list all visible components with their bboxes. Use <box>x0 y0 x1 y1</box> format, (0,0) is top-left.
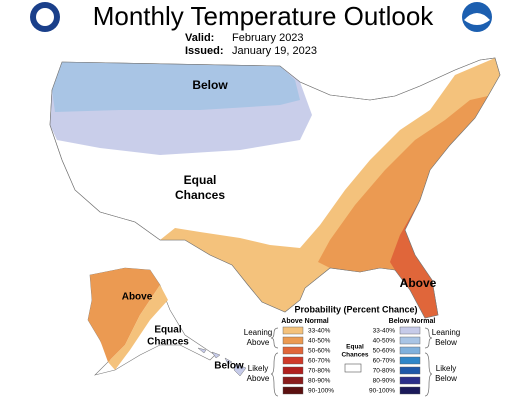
legend-bin-label: 60-70% <box>373 358 396 365</box>
group-label: Leaning <box>244 328 272 337</box>
group-label: Below <box>435 374 457 383</box>
legend-swatch <box>399 356 421 365</box>
legend-bin-label: 50-60% <box>308 348 331 355</box>
valid-label: Valid: <box>185 32 214 44</box>
legend-swatch <box>282 326 304 335</box>
group-label: Likely <box>248 364 268 373</box>
label-equal: Chances <box>147 337 189 348</box>
legend-bin-label: 90-100% <box>369 388 395 395</box>
legend-bin-label: 50-60% <box>373 348 396 355</box>
legend-bin-label: 40-50% <box>308 338 331 345</box>
label-below: Below <box>214 361 244 372</box>
legend-header: Below Normal <box>389 318 436 325</box>
legend-swatch <box>399 386 421 395</box>
equal-label: Equal <box>346 344 364 351</box>
legend-swatch <box>399 346 421 355</box>
above-33 <box>160 58 500 318</box>
brace <box>270 327 279 397</box>
legend-title: Probability (Percent Chance) <box>294 304 417 314</box>
alaska-above <box>88 268 160 362</box>
noaa-logo-inner <box>464 13 490 25</box>
above-50 <box>390 200 438 318</box>
legend-swatch <box>282 336 304 345</box>
legend-swatch <box>399 326 421 335</box>
group-label: Likely <box>436 364 456 373</box>
valid: February 2023 <box>232 32 304 44</box>
legend-bin-label: 40-50% <box>373 338 396 345</box>
legend-bin-label: 80-90% <box>373 378 396 385</box>
above-40 <box>318 96 488 318</box>
equal-swatch <box>344 363 362 373</box>
legend-bin-label: 70-80% <box>373 368 396 375</box>
legend-swatch <box>399 336 421 345</box>
title: Monthly Temperature Outlook <box>93 1 435 31</box>
label-equal: Chances <box>175 188 225 202</box>
legend-bin-label: 33-40% <box>308 328 331 335</box>
group-label: Above <box>247 338 270 347</box>
legend-swatch <box>282 386 304 395</box>
alaska-above-33 <box>108 285 168 370</box>
group-label: Leaning <box>432 328 460 337</box>
group-label: Above <box>247 374 270 383</box>
doc-logo-inner <box>36 8 54 26</box>
legend-bin-label: 70-80% <box>308 368 331 375</box>
brace <box>424 327 433 397</box>
equal-label: Chances <box>341 352 368 359</box>
legend-swatch <box>399 376 421 385</box>
legend-swatch <box>282 376 304 385</box>
issued: January 19, 2023 <box>232 45 317 57</box>
legend-bin-label: 80-90% <box>308 378 331 385</box>
legend-swatch <box>282 346 304 355</box>
legend-header: Above Normal <box>281 318 329 325</box>
conus-outline <box>49 57 501 319</box>
label-below: Below <box>192 78 228 92</box>
label-equal: Equal <box>154 325 181 336</box>
label-equal: Equal <box>184 173 217 187</box>
label-above: Above <box>400 276 437 290</box>
issued-label: Issued: <box>185 45 224 57</box>
legend-swatch <box>399 366 421 375</box>
legend-bin-label: 33-40% <box>373 328 396 335</box>
legend-bin-label: 60-70% <box>308 358 331 365</box>
legend-swatch <box>282 366 304 375</box>
group-label: Below <box>435 338 457 347</box>
legend-swatch <box>282 356 304 365</box>
hawaii <box>197 347 247 377</box>
below-40 <box>52 62 300 112</box>
label-above: Above <box>122 292 153 303</box>
legend-bin-label: 90-100% <box>308 388 334 395</box>
